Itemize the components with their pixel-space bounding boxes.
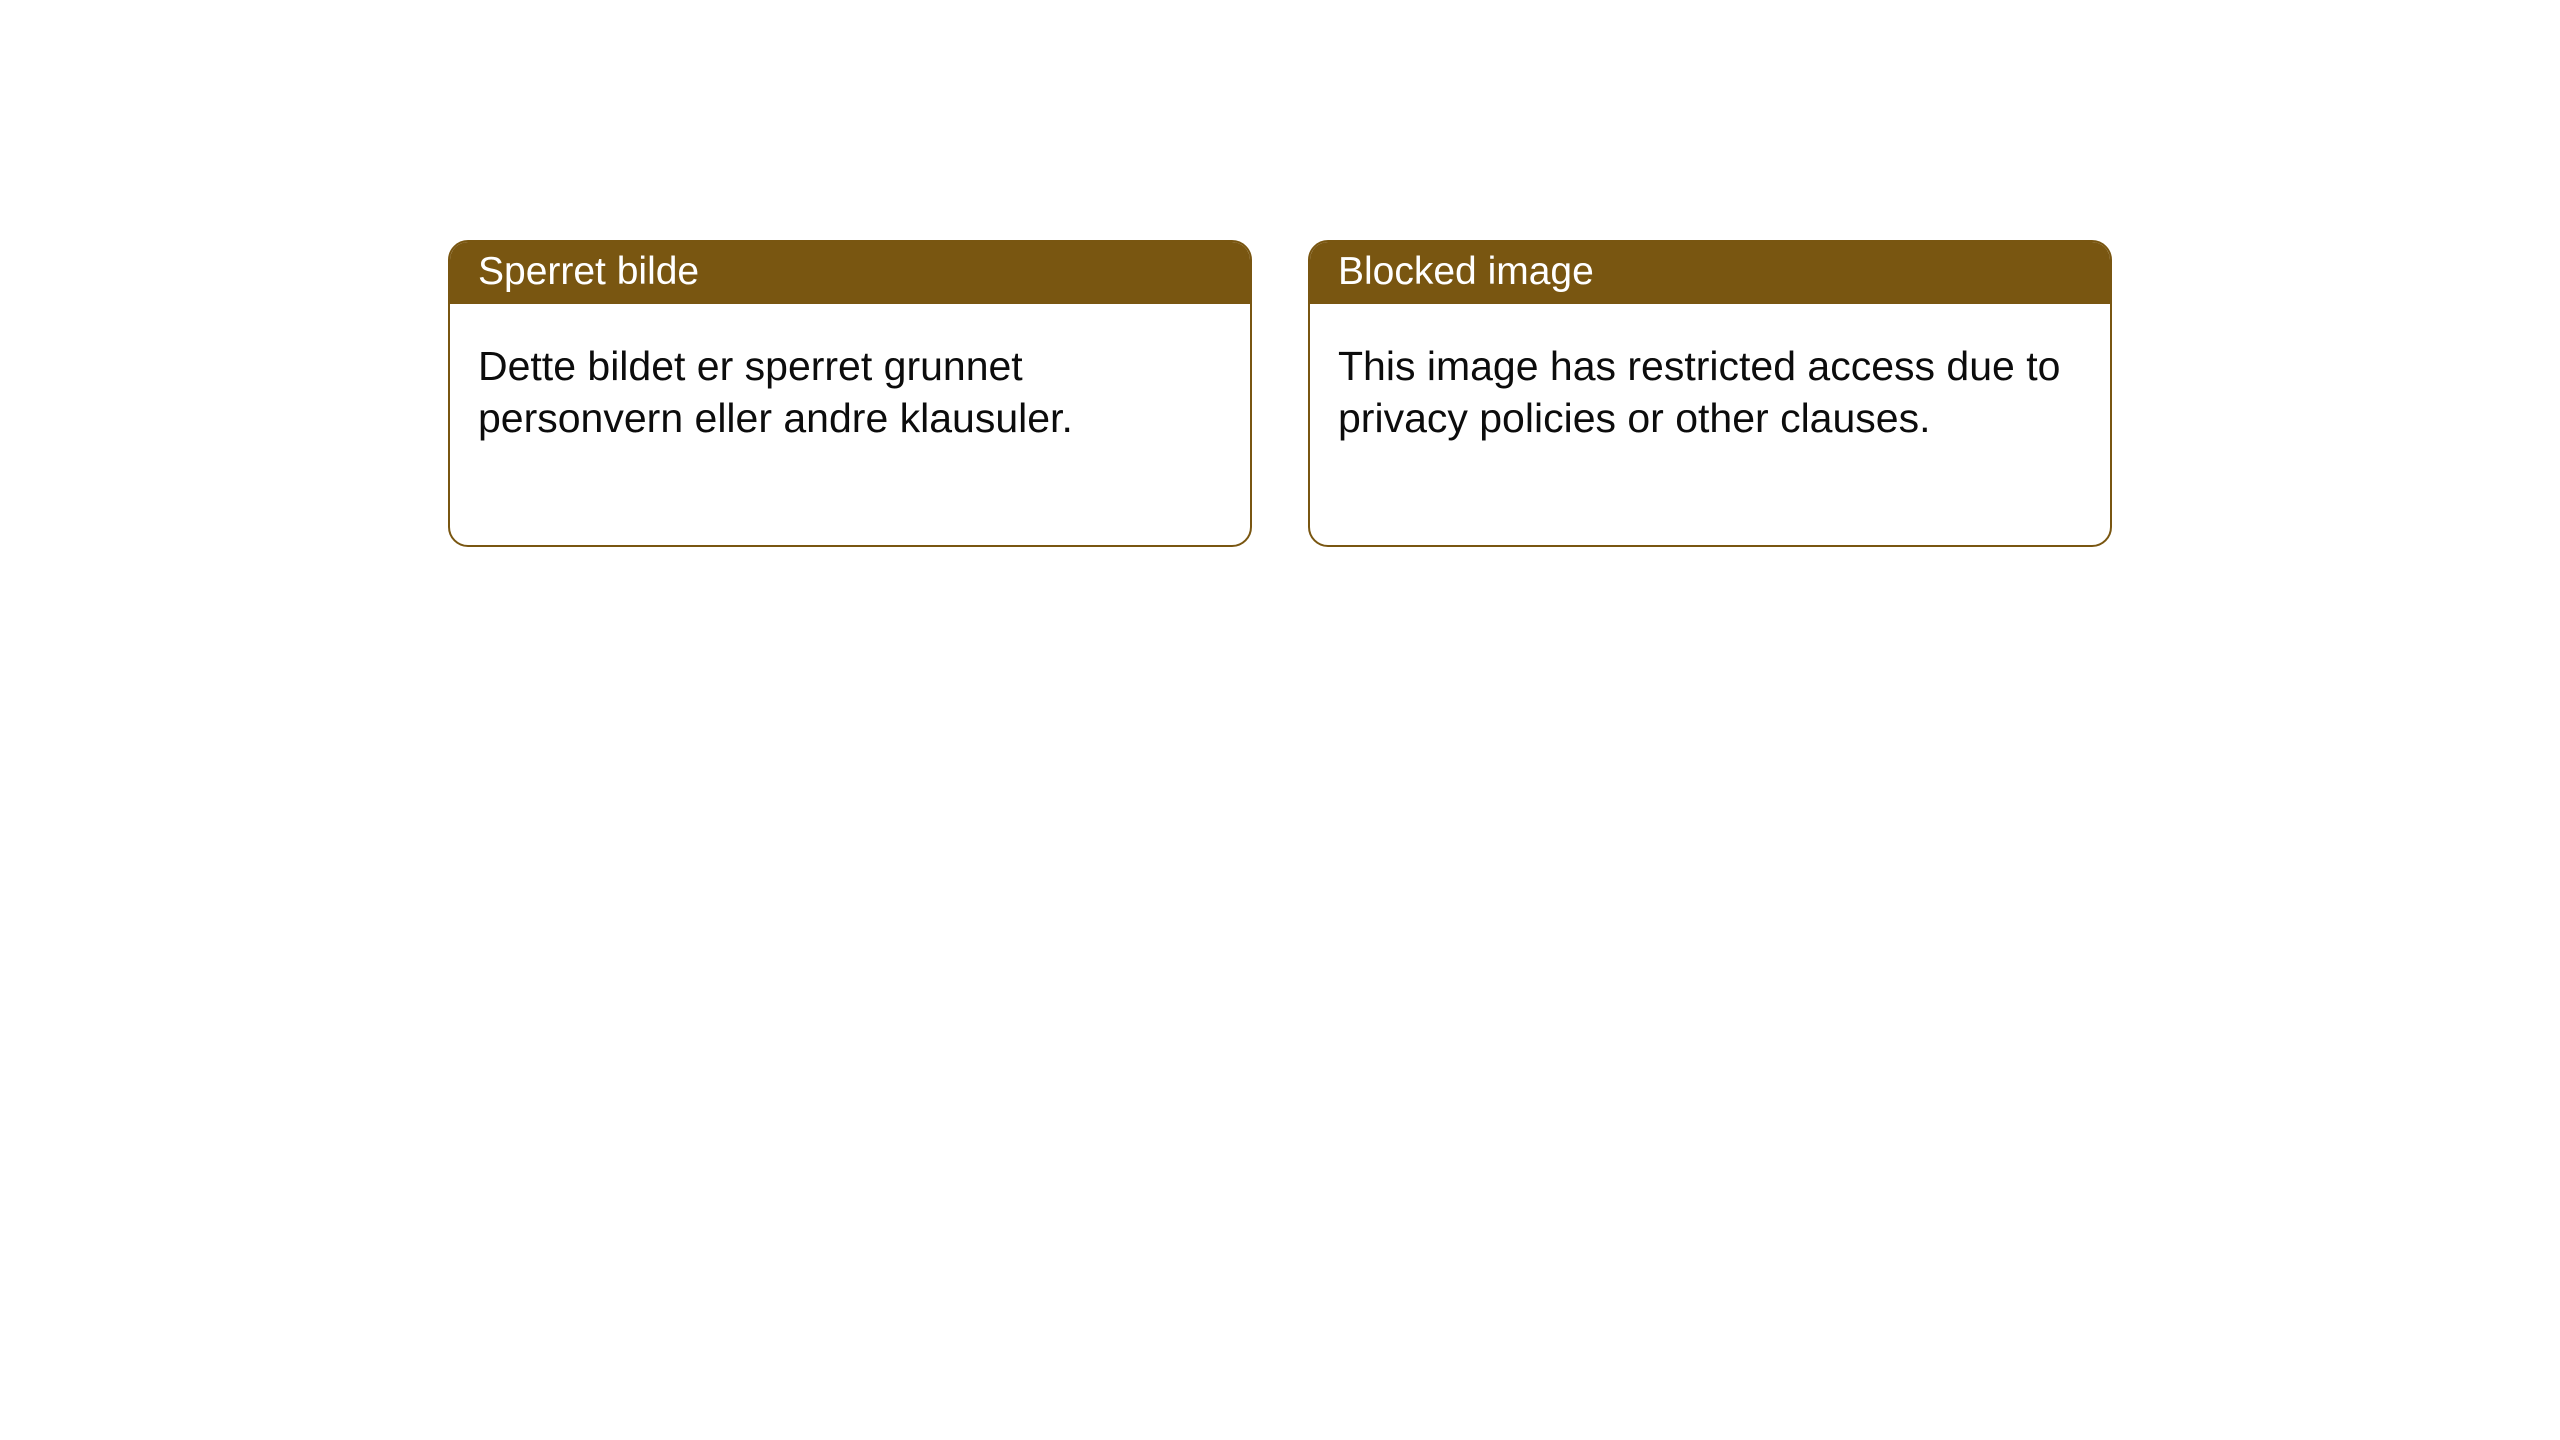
notice-card-body-no: Dette bildet er sperret grunnet personve… bbox=[450, 304, 1250, 545]
notice-card-no: Sperret bilde Dette bildet er sperret gr… bbox=[448, 240, 1252, 547]
notice-card-title-en: Blocked image bbox=[1310, 242, 2110, 304]
notice-card-title-no: Sperret bilde bbox=[450, 242, 1250, 304]
notice-card-body-en: This image has restricted access due to … bbox=[1310, 304, 2110, 545]
notice-card-en: Blocked image This image has restricted … bbox=[1308, 240, 2112, 547]
notice-container: Sperret bilde Dette bildet er sperret gr… bbox=[0, 0, 2560, 547]
